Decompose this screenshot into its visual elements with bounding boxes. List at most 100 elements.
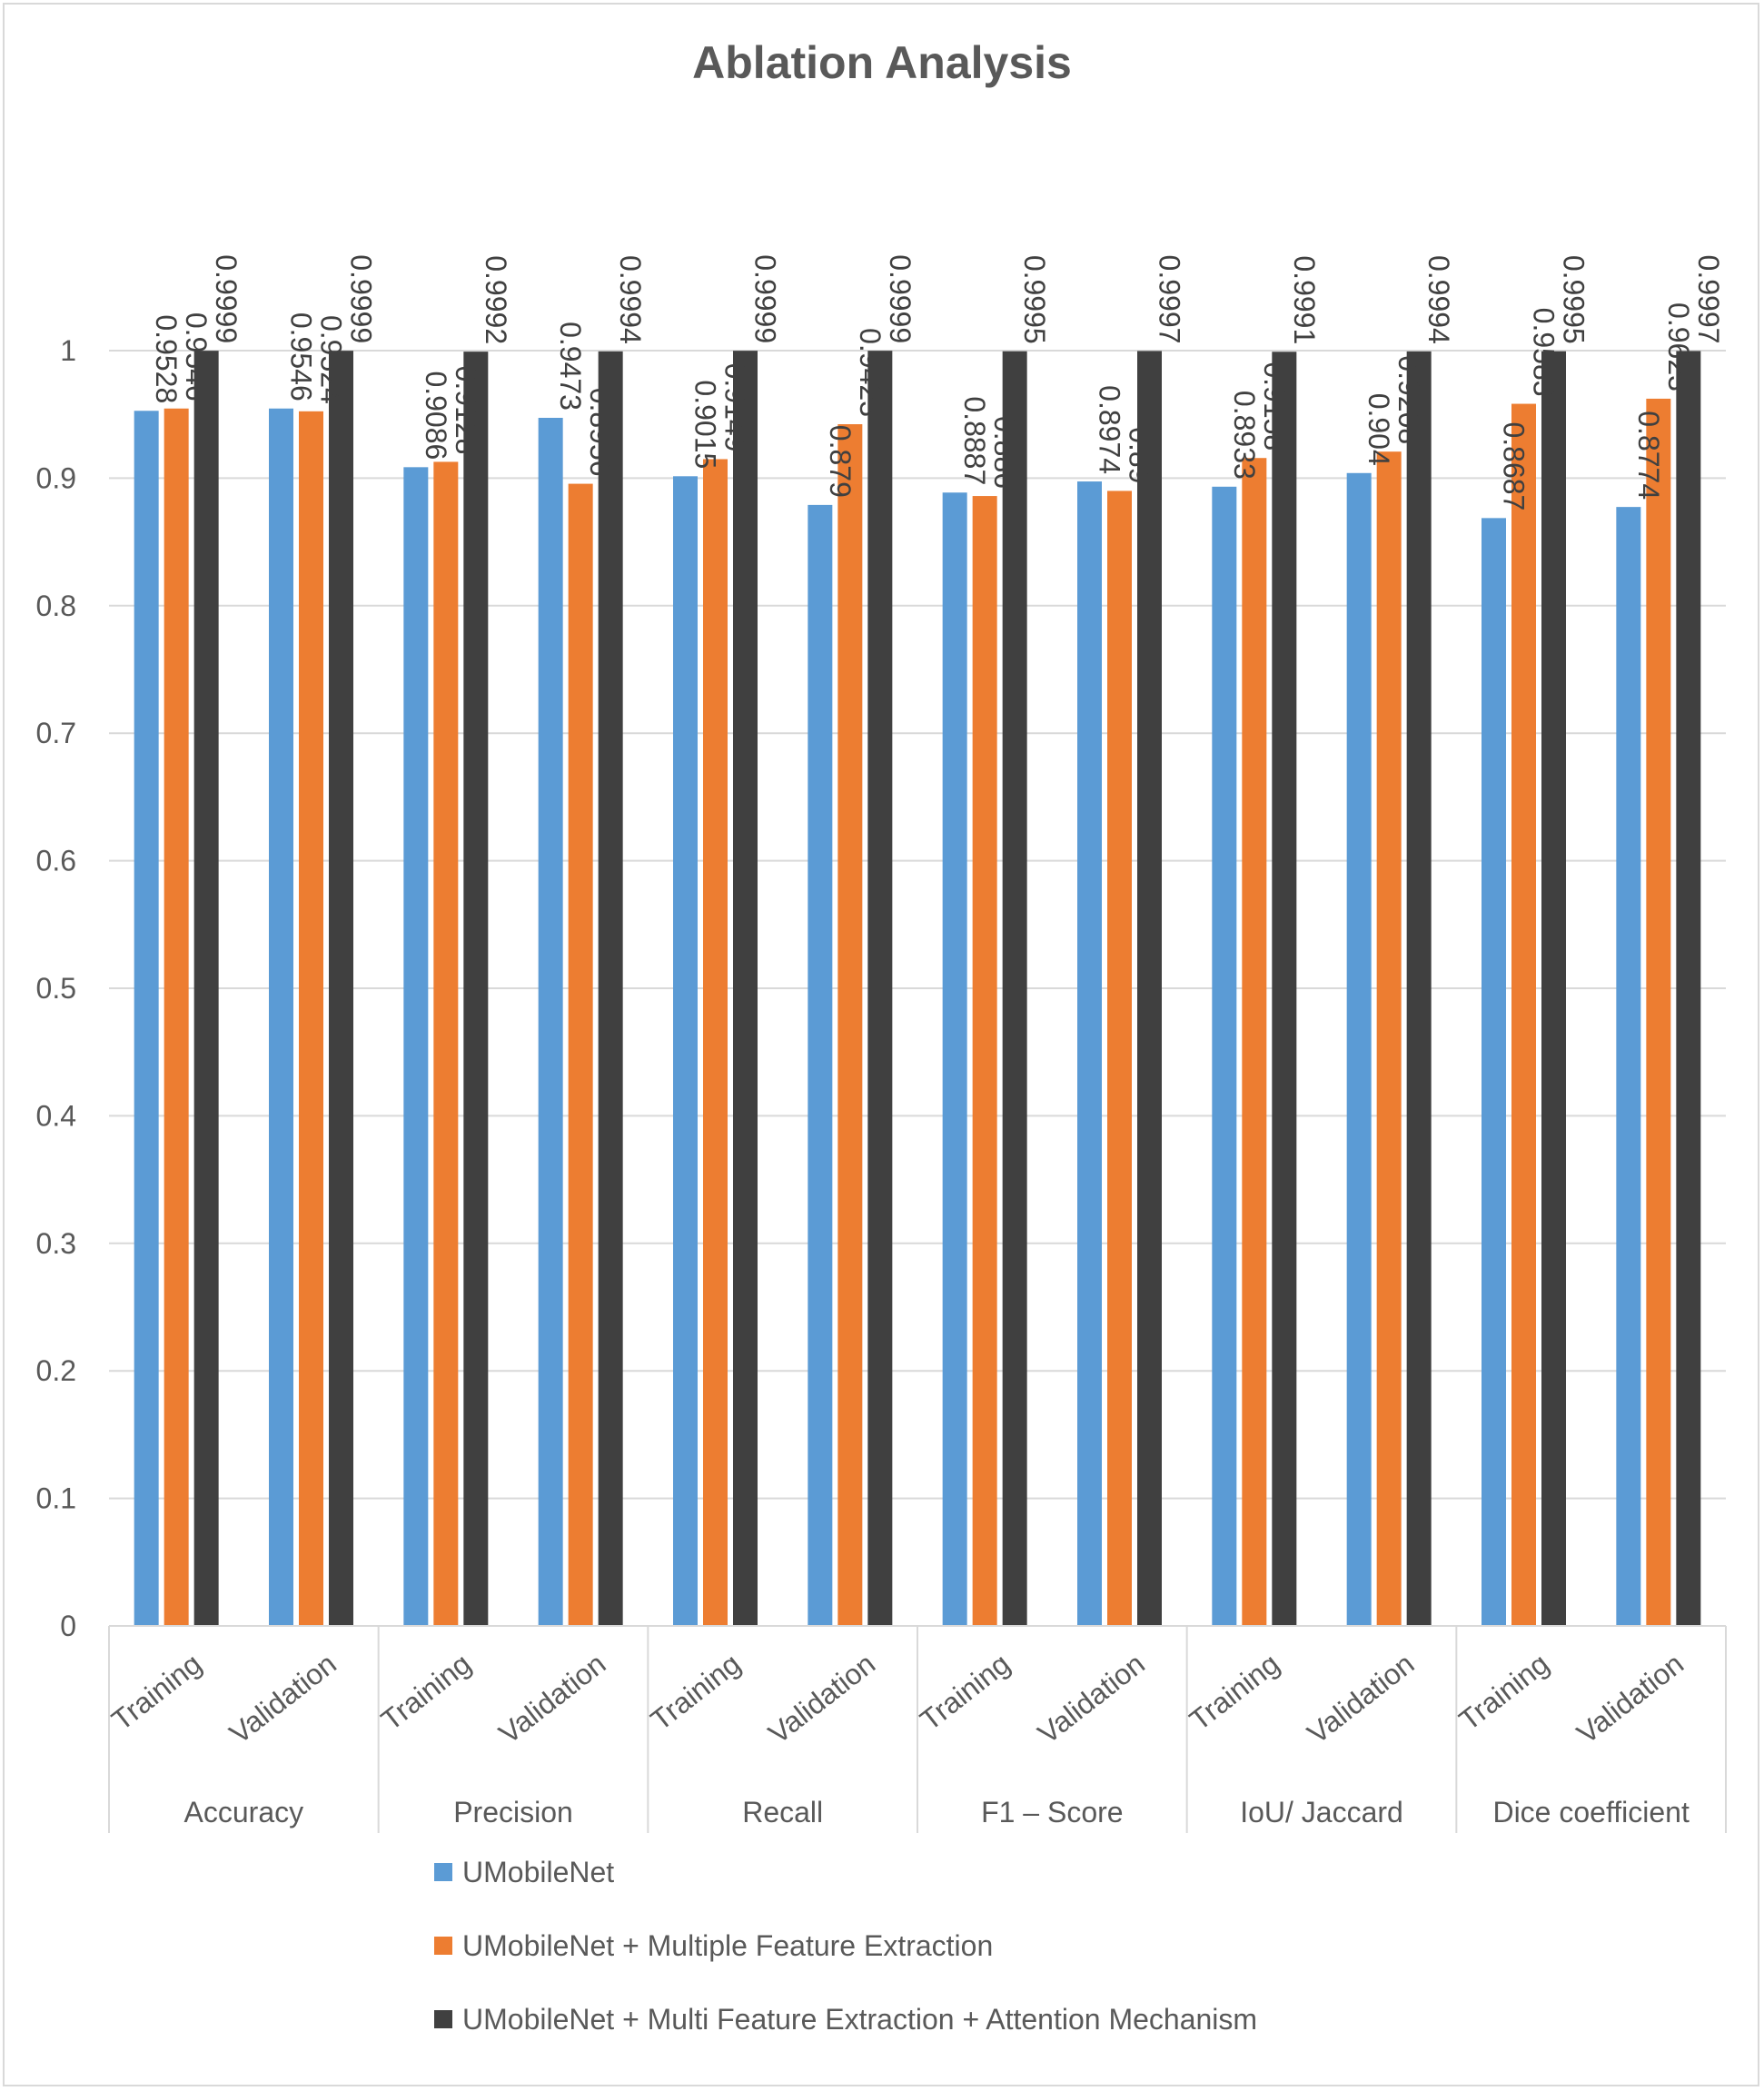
chart-title: Ablation Analysis	[692, 37, 1072, 88]
x-subcategory-label: Validation	[1301, 1647, 1420, 1749]
y-tick-label: 0.5	[36, 972, 76, 1005]
legend-swatch	[434, 1863, 452, 1881]
bar	[733, 351, 758, 1627]
x-group-label: Accuracy	[184, 1796, 304, 1828]
bar	[1482, 518, 1506, 1626]
bar	[329, 351, 353, 1627]
bar	[164, 408, 189, 1627]
y-tick-label: 0.3	[36, 1227, 76, 1260]
bar	[1646, 398, 1671, 1626]
bar	[703, 459, 728, 1626]
bar	[568, 483, 593, 1626]
legend-swatch	[434, 2010, 452, 2028]
y-tick-label: 0.6	[36, 845, 76, 877]
data-label: 0.9086	[420, 371, 452, 460]
data-label: 0.9546	[285, 312, 318, 401]
y-tick-label: 0.7	[36, 717, 76, 749]
bar	[299, 411, 323, 1626]
data-label: 0.89	[1124, 427, 1156, 483]
x-group-label: F1 – Score	[981, 1796, 1124, 1828]
bar	[1242, 458, 1267, 1626]
bar	[538, 417, 563, 1626]
data-label: 0.9208	[1392, 355, 1425, 444]
data-label: 0.9128	[450, 366, 482, 455]
x-group-label: IoU/ Jaccard	[1240, 1796, 1403, 1828]
bar	[808, 504, 833, 1626]
bar	[867, 351, 893, 1627]
data-label: 0.9158	[1258, 362, 1291, 451]
data-label: 0.9623	[1662, 302, 1695, 391]
bar	[1107, 491, 1132, 1627]
data-label: 0.8687	[1498, 421, 1531, 510]
bar	[403, 467, 429, 1626]
data-label: 0.9546	[180, 312, 213, 401]
bar	[598, 351, 623, 1626]
bar	[1406, 351, 1432, 1626]
x-subcategory-label: Validation	[1032, 1647, 1151, 1749]
data-label: 0.9991	[1288, 255, 1321, 344]
data-labels: 0.95280.95460.99990.95460.95240.99990.90…	[150, 254, 1725, 510]
data-label: 0.9994	[1422, 255, 1455, 344]
data-label: 0.9999	[210, 254, 243, 343]
data-label: 0.9015	[689, 380, 722, 469]
x-subcategory-label: Validation	[762, 1647, 881, 1749]
legend-label: UMobileNet	[462, 1856, 614, 1888]
data-label: 0.9995	[1558, 255, 1591, 344]
bar	[433, 461, 459, 1626]
bar	[269, 408, 293, 1627]
y-axis: 0 0.1 0.2 0.3 0.4 0.5 0.6 0.7 0.8 0.9 1	[36, 334, 76, 1642]
data-label: 0.9149	[719, 363, 752, 452]
bar	[1346, 472, 1372, 1627]
x-subcategory-label: Training	[1452, 1647, 1554, 1737]
data-label: 0.9999	[749, 254, 782, 343]
bar	[1676, 351, 1701, 1627]
bar	[1541, 351, 1566, 1626]
bar	[1616, 507, 1641, 1626]
data-label: 0.879	[824, 425, 857, 498]
x-subcategory-label: Training	[1184, 1647, 1285, 1737]
bar	[193, 351, 219, 1627]
data-label: 0.9423	[854, 328, 887, 417]
legend-label: UMobileNet + Multiple Feature Extraction	[462, 1929, 993, 1962]
bar	[673, 476, 698, 1627]
x-group-label: Dice coefficient	[1492, 1796, 1690, 1828]
y-tick-label: 0.9	[36, 461, 76, 494]
y-tick-label: 0.4	[36, 1099, 76, 1132]
data-label: 0.9994	[614, 255, 647, 344]
legend: UMobileNet UMobileNet + Multiple Feature …	[434, 1856, 1257, 2036]
bar	[1212, 486, 1237, 1626]
data-label: 0.9524	[315, 315, 348, 404]
data-label: 0.8933	[1228, 391, 1261, 480]
data-label: 0.9528	[150, 314, 183, 403]
bar	[837, 424, 863, 1627]
bar	[463, 352, 489, 1627]
bar	[1002, 351, 1027, 1626]
data-label: 0.9999	[884, 254, 917, 343]
x-axis: Training Validation Training Validation Trai…	[105, 1625, 1727, 1833]
data-label: 0.9999	[345, 254, 378, 343]
y-tick-label: 0.8	[36, 590, 76, 622]
x-subcategory-label: Training	[105, 1647, 207, 1737]
bar	[134, 411, 159, 1626]
x-subcategory-label: Validation	[492, 1647, 611, 1749]
bar	[1137, 351, 1162, 1627]
x-subcategory-label: Training	[375, 1647, 477, 1737]
bar	[942, 492, 967, 1627]
x-group-label: Precision	[453, 1796, 573, 1828]
data-label: 0.8956	[584, 388, 617, 477]
x-group-label: Recall	[742, 1796, 823, 1828]
data-label: 0.9997	[1692, 255, 1725, 344]
data-label: 0.886	[988, 416, 1021, 489]
x-subcategory-label: Validation	[223, 1647, 342, 1749]
legend-label: UMobileNet + Multi Feature Extraction + …	[462, 2003, 1257, 2036]
y-tick-label: 0	[60, 1610, 76, 1642]
y-tick-label: 1	[60, 334, 76, 367]
x-subcategory-label: Training	[644, 1647, 746, 1737]
bar	[972, 496, 997, 1626]
bar	[1376, 451, 1402, 1627]
bar	[1077, 481, 1102, 1626]
bars	[134, 351, 1701, 1627]
data-label: 0.904	[1363, 393, 1395, 466]
data-label: 0.8887	[958, 396, 991, 485]
